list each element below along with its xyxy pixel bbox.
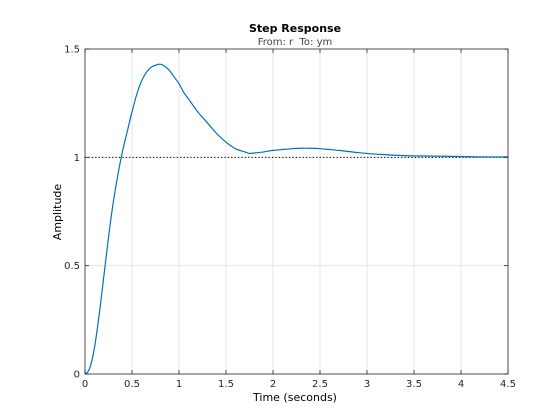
ticks: 0 0.5 1 1.5 2 2.5 3 3.5 4 4.5 0 0.5 1 1.5 xyxy=(64,45,516,391)
y-tick-label: 1 xyxy=(74,153,80,164)
step-response-line xyxy=(84,63,509,375)
x-tick-label: 0 xyxy=(82,379,88,390)
x-tick-label: 1.5 xyxy=(218,379,234,390)
x-axis-label: Time (seconds) xyxy=(252,391,337,404)
x-tick-label: 2.5 xyxy=(312,379,328,390)
x-tick-label: 1 xyxy=(176,379,182,390)
x-tick-label: 4 xyxy=(458,379,464,390)
axes-box xyxy=(84,48,509,375)
grid xyxy=(85,49,508,374)
chart-title: Step Response xyxy=(249,22,341,35)
x-tick-label: 0.5 xyxy=(124,379,140,390)
y-tick-label: 0.5 xyxy=(64,261,80,272)
x-tick-label: 3.5 xyxy=(406,379,422,390)
x-tick-label: 4.5 xyxy=(500,379,516,390)
x-tick-label: 3 xyxy=(364,379,370,390)
y-tick-label: 0 xyxy=(74,370,80,381)
plot-area xyxy=(85,49,508,374)
x-tick-label: 2 xyxy=(270,379,276,390)
y-axis-label: Amplitude xyxy=(51,184,64,241)
chart-subtitle: From: r To: ym xyxy=(258,37,333,48)
y-tick-label: 1.5 xyxy=(64,45,80,56)
series-group xyxy=(84,63,509,375)
